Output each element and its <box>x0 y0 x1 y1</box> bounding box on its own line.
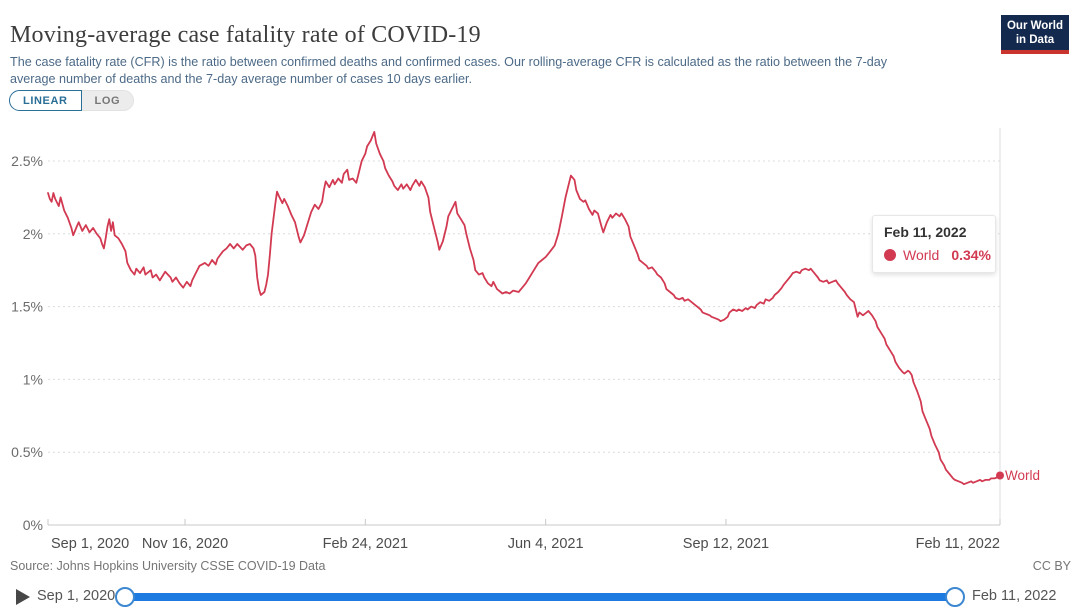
log-scale-button[interactable]: LOG <box>81 90 135 111</box>
tooltip-entity: World <box>903 247 940 263</box>
timeline-handle-end[interactable] <box>945 587 965 607</box>
x-tick-label: Nov 16, 2020 <box>142 536 228 552</box>
timeline-slider-track[interactable] <box>125 593 955 601</box>
play-button[interactable] <box>14 588 32 606</box>
play-icon <box>16 589 30 605</box>
x-tick-label: Feb 11, 2022 <box>916 536 1000 552</box>
x-tick-label: Jun 4, 2021 <box>508 536 584 552</box>
x-tick-label: Sep 1, 2020 <box>51 536 129 552</box>
series-end-dot <box>996 471 1004 480</box>
page-title: Moving-average case fatality rate of COV… <box>10 22 481 49</box>
hover-tooltip: Feb 11, 2022 World 0.34% <box>872 215 996 273</box>
y-tick-label: 1% <box>23 371 43 387</box>
y-tick-label: 2.5% <box>11 153 43 169</box>
scale-toggle: LINEAR LOG <box>9 90 135 111</box>
chart-subtitle: The case fatality rate (CFR) is the rati… <box>10 54 888 86</box>
y-tick-label: 2% <box>23 226 43 242</box>
linear-scale-button[interactable]: LINEAR <box>9 90 82 111</box>
owid-logo-red-bar <box>1001 50 1069 54</box>
owid-logo[interactable]: Our World in Data <box>1001 15 1069 54</box>
x-tick-label: Sep 12, 2021 <box>683 536 769 552</box>
timeline-end-label: Feb 11, 2022 <box>972 588 1057 604</box>
owid-logo-text: Our World in Data <box>1001 15 1069 50</box>
timeline-controls: Sep 1, 2020 Feb 11, 2022 <box>0 583 1080 612</box>
cfr-line-chart[interactable]: 0% 0.5% 1% 1.5% 2% 2.5% Sep 1, 2020 Nov 16, 202… <box>0 120 1080 560</box>
tooltip-value: 0.34% <box>951 247 992 263</box>
y-tick-label: 1.5% <box>11 299 43 315</box>
timeline-start-label: Sep 1, 2020 <box>37 588 116 604</box>
y-tick-label: 0.5% <box>11 444 43 460</box>
source-text: Source: Johns Hopkins University CSSE CO… <box>10 559 326 573</box>
timeline-handle-start[interactable] <box>115 587 135 607</box>
license-badge: CC BY <box>1032 559 1071 573</box>
owid-logo-line2: in Data <box>1015 34 1055 46</box>
y-tick-label: 0% <box>23 517 43 533</box>
owid-logo-line1: Our World <box>1006 20 1063 32</box>
series-end-label: World <box>1005 468 1040 483</box>
tooltip-date: Feb 11, 2022 <box>884 224 967 240</box>
series-line-world <box>47 130 1001 486</box>
x-tick-label: Feb 24, 2021 <box>323 536 408 552</box>
series-color-dot-icon <box>884 249 896 261</box>
tooltip-series-row: World 0.34% <box>884 247 991 263</box>
